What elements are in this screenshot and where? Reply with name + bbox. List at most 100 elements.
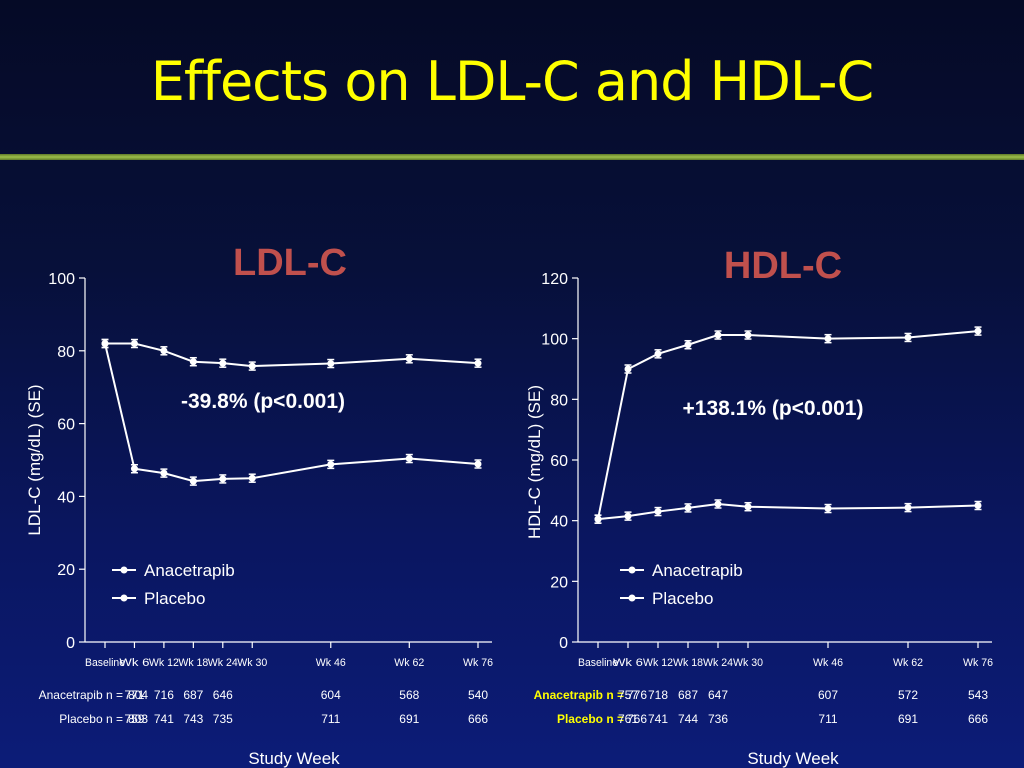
- y-tick-label: 80: [550, 392, 568, 409]
- n-value: 757: [618, 688, 638, 702]
- x-tick-label: Wk 30: [733, 657, 763, 669]
- n-value: 759: [124, 712, 144, 726]
- n-value: 741: [648, 712, 668, 726]
- x-tick-label: Wk 18: [673, 657, 703, 669]
- chart-title: HDL-C: [724, 245, 842, 287]
- x-tick-label: Wk 12: [643, 657, 673, 669]
- data-point-placebo: [160, 347, 168, 355]
- slide-title: Effects on LDL-C and HDL-C: [150, 50, 874, 113]
- data-point-placebo: [904, 504, 912, 512]
- data-point-anacetrapib: [684, 341, 692, 349]
- y-tick-label: 20: [550, 574, 568, 591]
- data-point-anacetrapib: [714, 331, 722, 339]
- n-value: 691: [399, 712, 419, 726]
- n-row-label: Anacetrapib n =: [534, 688, 624, 702]
- n-value: 711: [818, 712, 837, 726]
- data-point-placebo: [974, 502, 982, 509]
- data-point-anacetrapib: [624, 365, 632, 373]
- n-value: 744: [678, 712, 698, 726]
- x-tick-label: Wk 46: [316, 657, 346, 669]
- n-row-label: Anacetrapib n =: [39, 688, 123, 702]
- x-tick-label: Wk 62: [394, 657, 424, 669]
- data-point-anacetrapib: [974, 327, 982, 335]
- n-value: 607: [818, 688, 838, 702]
- data-point-anacetrapib: [474, 460, 482, 468]
- data-point-anacetrapib: [654, 350, 662, 358]
- n-value: 543: [968, 688, 988, 702]
- title-divider: [0, 154, 1024, 160]
- x-tick-label: Wk 6: [613, 657, 643, 669]
- x-tick-label: Baseline: [85, 657, 125, 669]
- data-point-anacetrapib: [248, 474, 256, 482]
- data-point-anacetrapib: [824, 335, 832, 343]
- n-value: 666: [968, 712, 988, 726]
- y-tick-label: 0: [66, 635, 75, 652]
- data-point-placebo: [474, 359, 482, 367]
- data-point-placebo: [624, 512, 632, 520]
- data-point-placebo: [654, 508, 662, 516]
- y-tick-label: 20: [57, 562, 75, 579]
- n-value: 691: [898, 712, 918, 726]
- n-value: 735: [213, 712, 233, 726]
- y-tick-label: 40: [550, 514, 568, 531]
- y-tick-label: 60: [550, 453, 568, 470]
- data-point-placebo: [714, 500, 722, 508]
- y-tick-label: 0: [559, 635, 568, 652]
- legend-label: Placebo: [144, 589, 205, 608]
- y-tick-label: 80: [57, 344, 75, 361]
- data-point-anacetrapib: [405, 455, 413, 463]
- n-value: 804: [128, 688, 148, 702]
- y-tick-label: 120: [541, 271, 568, 288]
- n-value: 771: [124, 688, 144, 702]
- n-value: 718: [648, 688, 668, 702]
- n-value: 540: [468, 688, 488, 702]
- legend-swatch-marker: [628, 594, 636, 602]
- data-point-anacetrapib: [744, 331, 752, 339]
- x-tick-label: Wk 30: [237, 657, 267, 669]
- data-point-placebo: [189, 358, 197, 366]
- data-point-placebo: [744, 503, 752, 511]
- x-tick-label: Wk 6: [119, 657, 149, 669]
- n-value: 687: [183, 688, 203, 702]
- n-value: 711: [321, 712, 340, 726]
- y-axis-label: LDL-C (mg/dL) (SE): [25, 384, 44, 535]
- n-value: 604: [321, 688, 341, 702]
- x-tick-label: Wk 76: [463, 657, 493, 669]
- data-point-placebo: [327, 360, 335, 368]
- x-axis-label: Study Week: [248, 749, 340, 768]
- x-tick-label: Baseline: [578, 657, 618, 669]
- n-row-label: Placebo n =: [59, 712, 123, 726]
- data-point-placebo: [405, 355, 413, 363]
- data-point-anacetrapib: [160, 469, 168, 477]
- y-tick-label: 100: [541, 332, 568, 349]
- n-value: 666: [468, 712, 488, 726]
- y-tick-label: 40: [57, 489, 75, 506]
- series-line-anacetrapib: [597, 330, 979, 520]
- data-point-anacetrapib: [189, 477, 197, 485]
- y-tick-label: 60: [57, 417, 75, 434]
- legend-label: Anacetrapib: [144, 561, 235, 580]
- n-value: 572: [898, 688, 918, 702]
- data-point-placebo: [824, 505, 832, 513]
- x-axis-label: Study Week: [747, 749, 839, 768]
- data-point-placebo: [684, 504, 692, 512]
- n-row-label: Placebo n =: [557, 712, 624, 726]
- x-tick-label: Wk 24: [703, 657, 733, 669]
- chart-title: LDL-C: [233, 242, 347, 284]
- n-value: 803: [128, 712, 148, 726]
- p-value-annotation: -39.8% (p<0.001): [181, 390, 345, 413]
- n-value: 776: [627, 688, 647, 702]
- n-value: 743: [183, 712, 203, 726]
- data-point-anacetrapib: [219, 475, 227, 483]
- x-tick-label: Wk 76: [963, 657, 993, 669]
- n-value: 687: [678, 688, 698, 702]
- n-value: 766: [627, 712, 647, 726]
- n-value: 741: [154, 712, 174, 726]
- n-value: 716: [154, 688, 174, 702]
- legend-swatch-marker: [628, 566, 636, 574]
- data-point-anacetrapib: [904, 333, 912, 341]
- data-point-placebo: [248, 362, 256, 370]
- y-tick-label: 100: [48, 271, 75, 288]
